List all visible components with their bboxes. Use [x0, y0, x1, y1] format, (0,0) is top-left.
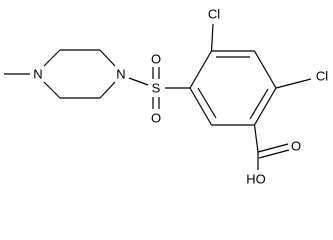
atom-label: N [116, 67, 125, 82]
atom-label: Cl [208, 7, 220, 22]
bond [43, 81, 61, 99]
bond [257, 143, 289, 153]
atom-label: O [151, 111, 161, 126]
atom-label: O [151, 52, 161, 67]
bond [128, 77, 149, 86]
bond [249, 88, 269, 120]
atom-label: HO [246, 172, 266, 187]
bond [99, 81, 116, 99]
bond [253, 87, 277, 126]
bonds [4, 23, 312, 170]
molecule-diagram: N N S O O Cl Cl O HO [4, 7, 328, 187]
bond [210, 23, 214, 52]
bond [197, 87, 217, 119]
atom-label: S [152, 81, 161, 96]
atom-label: N [33, 67, 42, 82]
bond [99, 49, 116, 67]
bond [275, 78, 312, 89]
bond [43, 49, 61, 67]
atom-label: Cl [316, 69, 328, 84]
bond [189, 50, 213, 89]
bond [258, 149, 290, 159]
atom-label: O [291, 139, 301, 154]
atom-labels: N N S O O Cl Cl O HO [33, 7, 328, 187]
bond [253, 50, 277, 89]
bond [253, 124, 259, 153]
bond [189, 87, 213, 126]
